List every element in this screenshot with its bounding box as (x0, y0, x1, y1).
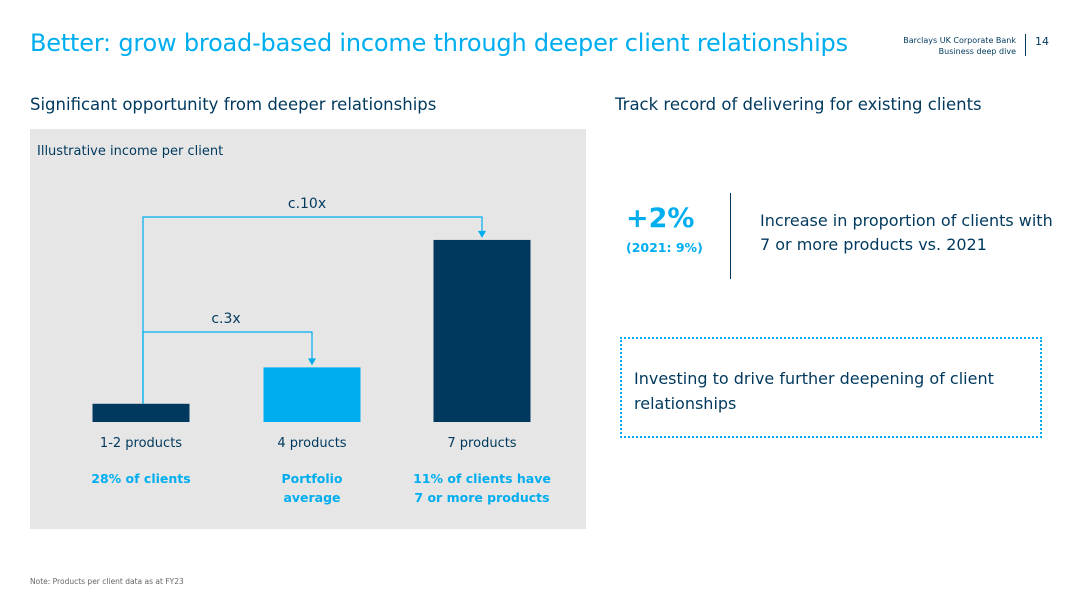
category-label-1: 1-2 products (100, 436, 182, 451)
stat-subtext: (2021: 9%) (626, 240, 703, 255)
bar-1 (92, 403, 190, 422)
annotation-label-2: c.3x (211, 311, 240, 327)
category-label-2: 4 products (277, 436, 346, 451)
stat-value: +2% (626, 203, 695, 234)
right-heading: Track record of delivering for existing … (615, 95, 982, 114)
footnote: Note: Products per client data as at FY2… (30, 577, 184, 586)
bar-2 (263, 367, 361, 422)
category-sublabel-3-1: 11% of clients have (413, 471, 551, 486)
category-sublabel-3-2: 7 or more products (414, 490, 549, 505)
stat-divider (730, 193, 731, 279)
annotation-label-1: c.10x (288, 196, 326, 212)
category-label-3: 7 products (447, 436, 516, 451)
category-sublabel-2-2: average (283, 490, 340, 505)
brand-line-1: Barclays UK Corporate Bank (903, 36, 1016, 45)
stat-description: Increase in proportion of clients with 7… (760, 211, 1053, 254)
callout-box: Investing to drive further deepening of … (620, 337, 1042, 438)
page-number: 14 (1035, 35, 1049, 48)
bracket-line-2 (142, 331, 313, 404)
income-per-client-chart: 1-2 products 28% of clients 4 products Port… (91, 196, 551, 505)
category-sublabel-1-1: 28% of clients (91, 471, 190, 486)
bracket-arrow-1 (478, 230, 486, 238)
bar-3 (433, 239, 531, 422)
bracket-line-1 (142, 216, 483, 404)
header-divider (1025, 34, 1026, 56)
bracket-arrow-2 (308, 358, 316, 366)
brand-line-2: Business deep dive (938, 47, 1016, 56)
left-heading: Significant opportunity from deeper rela… (30, 95, 437, 114)
chart-panel: 1-2 products 28% of clients 4 products Port… (30, 129, 586, 529)
category-sublabel-2-1: Portfolio (281, 471, 342, 486)
page-title: Better: grow broad-based income through … (30, 29, 848, 57)
callout-text: Investing to drive further deepening of … (634, 369, 994, 413)
chart-title: Illustrative income per client (37, 144, 224, 159)
brand-label: Barclays UK Corporate Bank Business deep… (903, 35, 1016, 57)
